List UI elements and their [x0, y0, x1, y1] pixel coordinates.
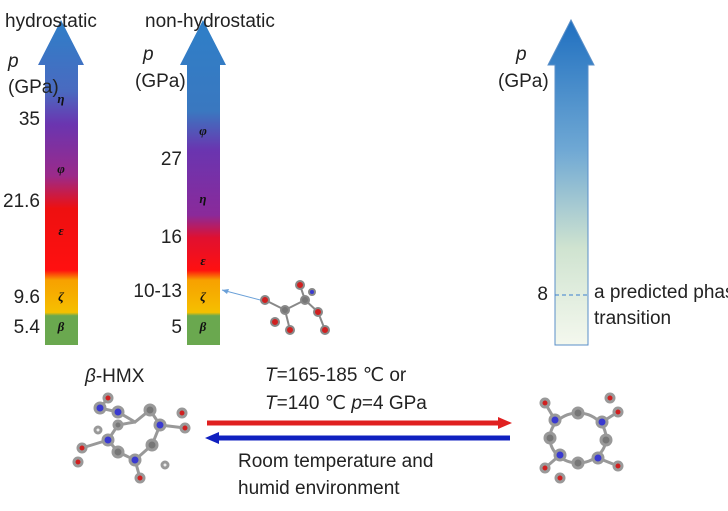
note: transition [594, 308, 671, 329]
reverse-arrow-head [205, 432, 219, 444]
molecule [539, 392, 624, 484]
text-segment: =165-185 ℃ or [277, 365, 407, 386]
forward-arrow-head [498, 417, 512, 429]
phase-label: β [57, 319, 65, 334]
pressure-label: 10-13 [133, 281, 182, 302]
pressure-label: 21.6 [3, 191, 40, 212]
text-segment: =4 GPa [362, 393, 427, 414]
text-segment: =140 ℃ [277, 393, 352, 414]
axis-symbol: p [142, 44, 154, 65]
phase-label: ζ [58, 289, 65, 304]
axis-unit: (GPa) [8, 77, 59, 98]
axis-unit: (GPa) [498, 71, 549, 92]
phase-arrow [547, 18, 595, 346]
phase-label: η [199, 191, 206, 206]
axis-unit: (GPa) [135, 71, 186, 92]
text-segment: T [265, 393, 278, 414]
text-segment: -HMX [96, 366, 145, 387]
phase-label: ζ [200, 289, 207, 304]
compound-label: β-HMX [84, 366, 145, 387]
column-title: non-hydrostatic [145, 11, 275, 32]
pressure-label: 9.6 [14, 287, 40, 308]
phase-label: ε [58, 223, 64, 238]
column-title: hydrostatic [5, 11, 97, 32]
phase-label: φ [57, 161, 65, 176]
note: a predicted phase [594, 282, 728, 303]
pressure-label: 8 [537, 284, 548, 305]
pressure-label: 5.4 [14, 317, 41, 338]
axis-symbol: p [515, 44, 527, 65]
condition: T=165-185 ℃ or [265, 365, 407, 386]
axis-symbol: p [7, 51, 19, 72]
phase-label: φ [199, 123, 207, 138]
pointer-head [222, 289, 229, 294]
pressure-label: 35 [19, 109, 40, 130]
pressure-label: 27 [161, 149, 182, 170]
phase-label: β [199, 319, 207, 334]
pressure-label: 16 [161, 227, 182, 248]
phase-arrow [180, 20, 226, 345]
condition: Room temperature and [238, 451, 433, 472]
phase-label: η [57, 91, 64, 106]
molecule [260, 280, 330, 335]
text-segment: β [84, 366, 96, 387]
pressure-label: 5 [171, 317, 182, 338]
condition: humid environment [238, 478, 400, 499]
molecule [72, 392, 191, 484]
phase-label: ε [200, 253, 206, 268]
condition: T=140 ℃ p=4 GPa [265, 393, 427, 414]
text-segment: T [265, 365, 278, 386]
phase-arrow [38, 20, 84, 345]
text-segment: p [350, 393, 362, 414]
